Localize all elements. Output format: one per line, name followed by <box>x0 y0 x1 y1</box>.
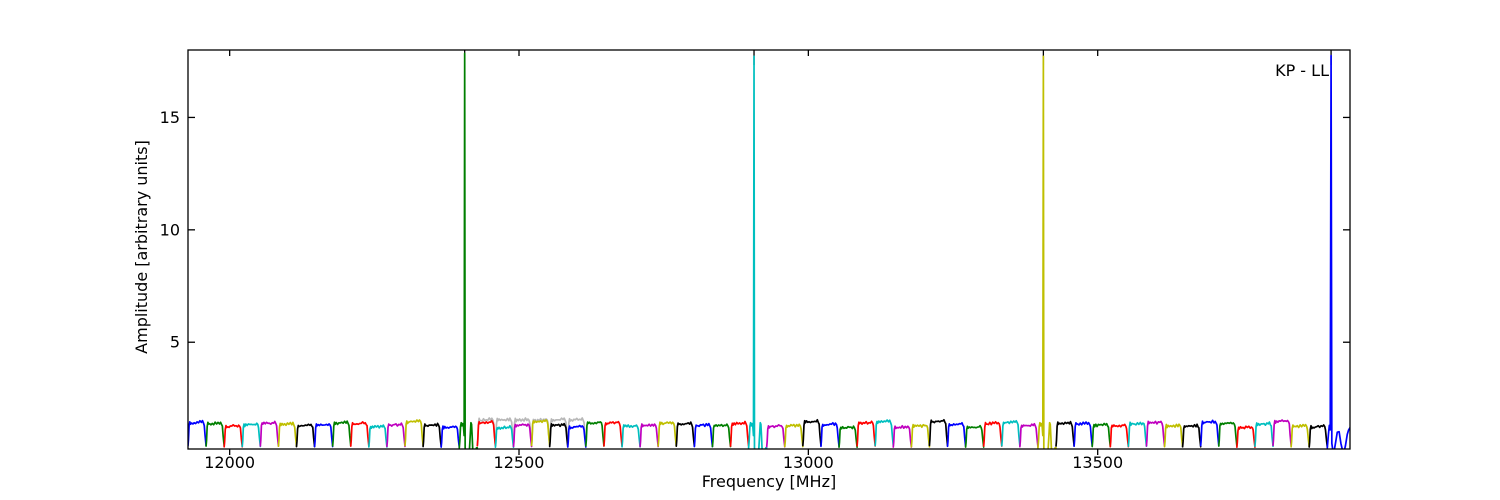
bandpass-curve <box>1236 425 1256 449</box>
bandpass-curve <box>639 423 660 448</box>
bandpass-curves <box>188 52 1350 449</box>
bandpass-curve <box>331 420 352 447</box>
bandpass-curve <box>856 420 877 447</box>
bandpass-curve <box>422 422 443 448</box>
bandpass-curve <box>1181 423 1202 448</box>
bandpass-curve <box>1308 424 1329 448</box>
bandpass-curve <box>205 421 226 447</box>
axes-frame <box>187 49 1351 450</box>
bandpass-curve <box>603 420 623 447</box>
bandpass-curve <box>476 419 497 447</box>
bandpass-curve <box>566 424 587 448</box>
spike-curve <box>1037 55 1057 449</box>
bandpass-curve <box>982 420 1003 447</box>
bandpass-curve <box>295 423 316 448</box>
axis-tick-labels: 12000 12500 13000 13500 5 10 15 <box>160 108 1124 472</box>
bandpass-curve <box>548 422 569 448</box>
x-tick-label: 13500 <box>1072 453 1123 472</box>
bandpass-curve <box>188 419 207 447</box>
bandpass-curve <box>277 421 298 448</box>
bandpass-curve <box>223 423 244 448</box>
bandpass-curve <box>259 420 280 447</box>
bandpass-curve <box>1127 421 1148 447</box>
bandpass-curve <box>349 421 370 447</box>
y-tick-label: 10 <box>160 220 180 239</box>
bandpass-curve <box>675 421 696 447</box>
spike-curve <box>458 52 479 449</box>
bandpass-curve <box>1073 421 1094 447</box>
bandpass-curve <box>765 423 786 448</box>
bandpass-curve <box>512 423 533 448</box>
gray-curve <box>476 417 497 446</box>
bandpass-curve <box>440 425 461 448</box>
bandpass-curve <box>313 423 334 448</box>
bandpass-curve <box>711 423 732 448</box>
spike-curve <box>747 55 768 449</box>
bandpass-curve <box>530 419 551 447</box>
axis-ticks <box>188 50 1350 455</box>
bandpass-curve <box>241 422 262 448</box>
bandpass-curve <box>1272 419 1292 447</box>
bandpass-curve <box>1000 419 1021 447</box>
bandpass-curve <box>621 424 641 448</box>
bandpass-curve <box>693 422 714 448</box>
legend-label: KP - LL <box>1275 61 1329 80</box>
y-tick-label: 5 <box>170 333 180 352</box>
bandpass-curve <box>1145 420 1166 447</box>
bandpass-curve <box>910 423 931 448</box>
y-tick-label: 15 <box>160 108 180 127</box>
x-tick-label: 13000 <box>783 453 834 472</box>
y-axis-label: Amplitude [arbitrary units] <box>132 140 151 354</box>
bandpass-curve <box>892 424 913 448</box>
bandpass-curve <box>1290 423 1311 448</box>
bandpass-curve <box>838 425 858 449</box>
bandpass-curve <box>386 422 406 448</box>
x-tick-label: 12500 <box>494 453 545 472</box>
gray-curve <box>548 417 569 446</box>
gray-curve <box>566 417 587 446</box>
bandpass-curve <box>946 421 967 448</box>
bandpass-curve <box>1055 420 1075 447</box>
bandpass-curve <box>657 421 678 447</box>
x-tick-label: 12000 <box>204 453 255 472</box>
bandpass-curve <box>1199 419 1220 447</box>
bandpass-curve <box>928 418 949 447</box>
gray-curve <box>494 417 515 446</box>
bandpass-curve <box>494 424 515 449</box>
bandpass-curve <box>1091 422 1112 448</box>
bandpass-curve <box>820 421 840 448</box>
gray-curve <box>512 417 533 446</box>
bandpass-curve <box>1254 421 1274 448</box>
x-axis-label: Frequency [MHz] <box>702 472 836 491</box>
bandpass-curve <box>1109 423 1130 448</box>
spike-curve <box>1326 54 1350 449</box>
bandpass-curve <box>729 420 750 447</box>
bandpass-curve <box>783 423 804 448</box>
bandpass-curve <box>404 419 424 447</box>
bandpass-curve <box>1217 421 1238 447</box>
bandpass-curve <box>874 419 895 447</box>
bandpass-curve <box>964 424 985 448</box>
bandpass-curve <box>1163 423 1184 448</box>
bandpass-curve <box>1019 422 1039 448</box>
axes-background <box>188 50 1350 449</box>
bandpass-curve <box>584 421 605 447</box>
bandpass-curve <box>801 418 822 447</box>
bandpass-curve <box>367 424 388 448</box>
